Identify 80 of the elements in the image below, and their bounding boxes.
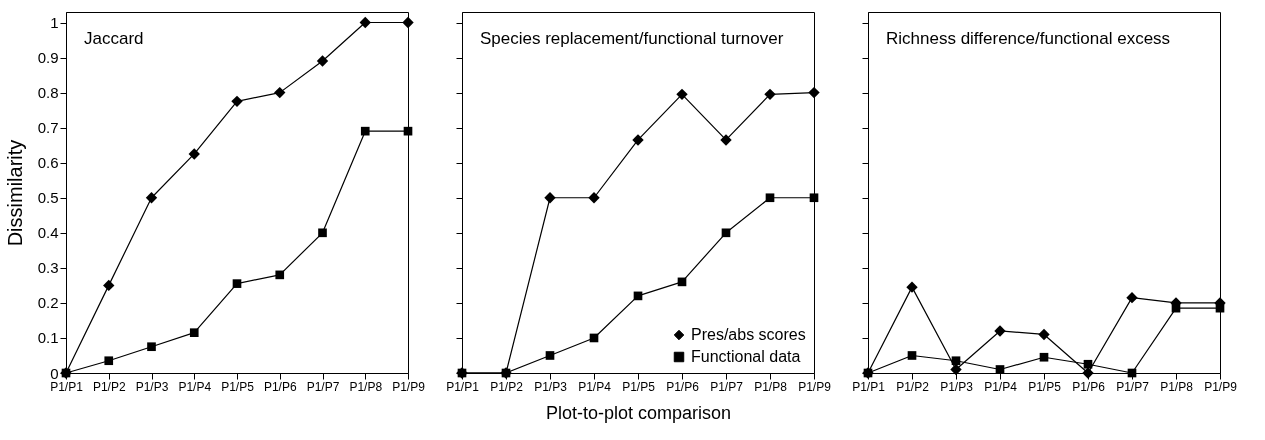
x-tick-label: P1/P4 bbox=[578, 379, 612, 394]
point bbox=[1039, 352, 1049, 362]
y-tick-label: 0.3 bbox=[37, 259, 59, 277]
point bbox=[632, 134, 644, 146]
point bbox=[676, 88, 688, 101]
point bbox=[274, 86, 286, 99]
x-tick-label: P1/P7 bbox=[306, 379, 340, 394]
x-tick-label: P1/P6 bbox=[666, 379, 700, 394]
x-tick-label: P1/P5 bbox=[221, 379, 255, 394]
x-tick-label: P1/P4 bbox=[984, 379, 1018, 394]
x-tick-label: P1/P9 bbox=[798, 379, 832, 394]
x-tick-label: P1/P1 bbox=[50, 379, 84, 394]
point bbox=[808, 86, 820, 99]
point bbox=[275, 270, 285, 280]
y-tick-label: 0 bbox=[50, 364, 59, 382]
text: Jaccard bbox=[84, 29, 144, 48]
point bbox=[1126, 291, 1138, 304]
point bbox=[360, 126, 370, 136]
point bbox=[906, 281, 918, 293]
point bbox=[1083, 359, 1093, 369]
y-tick-label: 0.4 bbox=[37, 224, 59, 242]
point bbox=[994, 325, 1006, 337]
point bbox=[231, 95, 243, 108]
y-tick-label: 0.2 bbox=[37, 294, 59, 312]
x-tick-label: P1/P3 bbox=[135, 379, 169, 394]
x-tick-label: P1/P2 bbox=[92, 379, 126, 394]
y-tick-label: 0.8 bbox=[37, 84, 59, 102]
point bbox=[147, 342, 156, 352]
x-tick-label: P1/P2 bbox=[896, 379, 930, 394]
point bbox=[951, 356, 961, 366]
point bbox=[1038, 328, 1050, 341]
point bbox=[189, 328, 199, 338]
point bbox=[545, 351, 555, 360]
x-tick-label: P1/P7 bbox=[710, 379, 744, 394]
x-tick-label: P1/P3 bbox=[534, 379, 568, 394]
x-tick-label: P1/P5 bbox=[1028, 379, 1062, 394]
legend-label: Pres/abs scores bbox=[691, 326, 806, 343]
y-tick-label: 0.9 bbox=[37, 49, 59, 67]
point bbox=[402, 16, 414, 29]
x-tick-label: P1/P6 bbox=[1072, 379, 1106, 394]
x-tick-label: P1/P8 bbox=[1160, 379, 1194, 394]
y-tick-label: 0.1 bbox=[37, 329, 59, 347]
legend-label: Functional data bbox=[691, 348, 801, 365]
x-tick-label: P1/P4 bbox=[178, 379, 212, 394]
point bbox=[809, 193, 819, 203]
x-tick-label: P1/P7 bbox=[1116, 379, 1150, 394]
text: Species replacement/functional turnover bbox=[480, 29, 784, 48]
point bbox=[764, 88, 776, 101]
text: Richness difference/functional excess bbox=[886, 29, 1171, 48]
x-tick-label: P1/P8 bbox=[349, 379, 383, 394]
point bbox=[316, 55, 329, 67]
point bbox=[104, 356, 114, 366]
point bbox=[188, 148, 200, 160]
point bbox=[765, 193, 775, 203]
point bbox=[145, 192, 158, 204]
x-tick-label: P1/P9 bbox=[1204, 379, 1238, 394]
point bbox=[544, 192, 556, 204]
point bbox=[907, 351, 917, 360]
y-tick-label: 1 bbox=[50, 14, 59, 32]
y-tick-label: 0.6 bbox=[37, 154, 59, 172]
point bbox=[720, 134, 732, 146]
point bbox=[103, 279, 115, 292]
y-tick-label: 0.5 bbox=[37, 189, 59, 207]
x-axis-title: Plot-to-plot comparison bbox=[545, 402, 732, 423]
x-tick-label: P1/P1 bbox=[446, 379, 480, 394]
x-tick-label: P1/P2 bbox=[490, 379, 524, 394]
point bbox=[995, 365, 1005, 374]
x-tick-label: P1/P5 bbox=[622, 379, 656, 394]
point bbox=[318, 228, 327, 238]
x-tick-label: P1/P1 bbox=[852, 379, 886, 394]
point bbox=[359, 16, 371, 29]
x-tick-label: P1/P9 bbox=[392, 379, 426, 394]
y-axis-title: Dissimilarity bbox=[3, 139, 26, 247]
y-tick-label: 0.7 bbox=[37, 119, 59, 137]
point bbox=[721, 228, 731, 238]
x-tick-label: P1/P6 bbox=[263, 379, 297, 394]
point bbox=[588, 192, 600, 204]
point bbox=[232, 279, 242, 288]
x-tick-label: P1/P3 bbox=[940, 379, 974, 394]
x-tick-label: P1/P8 bbox=[754, 379, 788, 394]
